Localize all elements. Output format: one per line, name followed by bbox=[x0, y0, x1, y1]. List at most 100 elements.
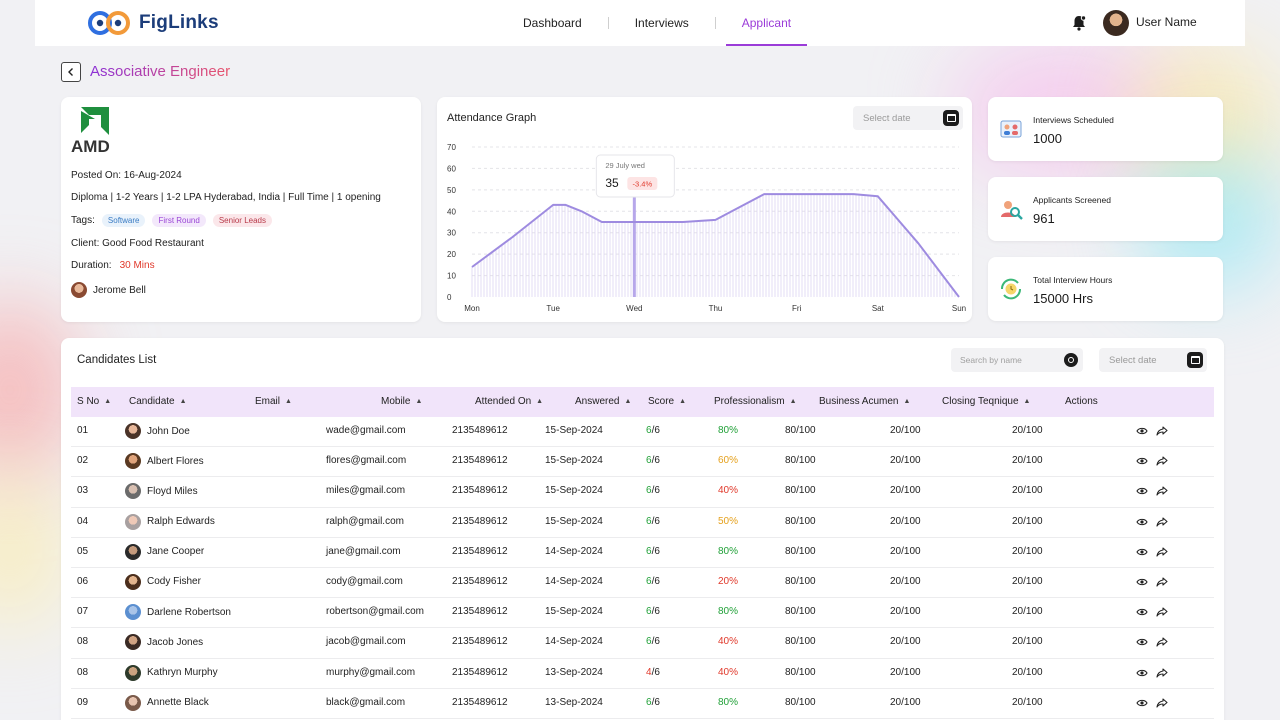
share-icon[interactable] bbox=[1156, 636, 1168, 648]
calendar-icon[interactable] bbox=[943, 110, 959, 126]
eye-icon[interactable] bbox=[1136, 667, 1148, 679]
cell-candidate[interactable]: Floyd Miles bbox=[125, 483, 198, 500]
table-row[interactable]: 03 Floyd Miles miles@gmail.com 2135489612 15… bbox=[71, 477, 1214, 508]
cell-candidate[interactable]: Jane Cooper bbox=[125, 543, 204, 560]
col-score[interactable]: Score ▲︎ bbox=[648, 396, 687, 407]
col-closing-teqnique[interactable]: Closing Teqnique ▲︎ bbox=[942, 396, 1031, 407]
tooltip-value: 35 bbox=[605, 176, 619, 190]
share-icon[interactable] bbox=[1156, 667, 1168, 679]
cell-professionalism: 80/100 bbox=[785, 545, 816, 557]
col-professionalism[interactable]: Professionalism ▲︎ bbox=[714, 396, 797, 407]
col-business-acumen[interactable]: Business Acumen ▲︎ bbox=[819, 396, 911, 407]
nav-interviews[interactable]: Interviews bbox=[634, 16, 689, 30]
share-icon[interactable] bbox=[1156, 697, 1168, 709]
calendar-people-icon bbox=[1000, 120, 1022, 138]
cell-sno: 01 bbox=[77, 425, 89, 436]
table-row[interactable]: 02 Albert Flores flores@gmail.com 213548961… bbox=[71, 447, 1214, 478]
cell-mobile: 2135489612 bbox=[452, 515, 508, 527]
col-mobile[interactable]: Mobile ▲︎ bbox=[381, 396, 423, 407]
share-icon[interactable] bbox=[1156, 485, 1168, 497]
answered-total: /6 bbox=[651, 425, 660, 436]
eye-icon[interactable] bbox=[1136, 485, 1148, 497]
share-icon[interactable] bbox=[1156, 455, 1168, 467]
cell-candidate[interactable]: Ralph Edwards bbox=[125, 513, 215, 530]
stat-applicants-screened: Applicants Screened 961 bbox=[988, 177, 1223, 241]
cell-candidate[interactable]: Kathryn Murphy bbox=[125, 664, 218, 681]
calendar-icon[interactable] bbox=[1187, 352, 1203, 368]
cell-email: jacob@gmail.com bbox=[326, 636, 406, 648]
cell-sno: 04 bbox=[77, 515, 89, 527]
table-row[interactable]: 05 Jane Cooper jane@gmail.com 2135489612 14-… bbox=[71, 538, 1214, 568]
cell-answered: 6/6 bbox=[646, 606, 660, 617]
eye-icon[interactable] bbox=[1136, 576, 1148, 588]
table-row[interactable]: 01 John Doe wade@gmail.com 2135489612 15-Sep… bbox=[71, 417, 1214, 448]
cell-actions bbox=[1136, 576, 1168, 588]
cell-candidate[interactable]: Albert Flores bbox=[125, 453, 204, 470]
col-email[interactable]: Email ▲︎ bbox=[255, 396, 292, 407]
answered-total: /6 bbox=[651, 575, 660, 587]
top-header: FigLinks Dashboard Interviews Applicant … bbox=[35, 0, 1245, 46]
answered-count: 6 bbox=[646, 455, 652, 467]
table-row[interactable]: 04 Ralph Edwards ralph@gmail.com 2135489612… bbox=[71, 508, 1214, 538]
search-input[interactable]: Search by name bbox=[951, 348, 1083, 372]
candidate-name: Darlene Robertson bbox=[147, 606, 231, 618]
table-row[interactable]: 09 Annette Black black@gmail.com 2135489612… bbox=[71, 689, 1214, 719]
eye-icon[interactable] bbox=[1136, 516, 1148, 528]
y-tick-label: 10 bbox=[447, 272, 456, 281]
job-owner[interactable]: Jerome Bell bbox=[71, 282, 411, 298]
brand-logo[interactable]: FigLinks bbox=[85, 9, 219, 37]
table-row[interactable]: 07 Darlene Robertson robertson@gmail.com 21… bbox=[71, 598, 1214, 629]
tag-senior-leads[interactable]: Senior Leads bbox=[212, 214, 272, 227]
search-icon[interactable] bbox=[1064, 353, 1078, 367]
col-candidate[interactable]: Candidate ▲︎ bbox=[129, 396, 187, 407]
user-avatar[interactable] bbox=[1103, 10, 1129, 36]
cell-candidate[interactable]: Cody Fisher bbox=[125, 573, 201, 590]
table-row[interactable]: 08 Kathryn Murphy murphy@gmail.com 21354896… bbox=[71, 659, 1214, 689]
table-row[interactable]: 08 Jacob Jones jacob@gmail.com 2135489612 14… bbox=[71, 628, 1214, 659]
nav-applicant[interactable]: Applicant bbox=[716, 0, 817, 46]
candidate-avatar bbox=[125, 573, 141, 590]
share-icon[interactable] bbox=[1156, 606, 1168, 618]
bell-icon[interactable] bbox=[1070, 14, 1088, 32]
cell-candidate[interactable]: Jacob Jones bbox=[125, 634, 203, 651]
cell-actions bbox=[1136, 485, 1168, 497]
answered-count: 6 bbox=[646, 636, 652, 648]
cell-professionalism: 80/100 bbox=[785, 425, 816, 436]
eye-icon[interactable] bbox=[1136, 606, 1148, 618]
attendance-chart: 0 10 20 30 40 50 60 70 Mon Tue Wed Thu Fri Sat Sun 29 J… bbox=[447, 143, 966, 313]
cell-candidate[interactable]: Annette Black bbox=[125, 694, 209, 711]
cell-attended-on: 14-Sep-2024 bbox=[545, 636, 603, 648]
col-answered[interactable]: Answered ▲︎ bbox=[575, 396, 632, 407]
table-row[interactable]: 06 Cody Fisher cody@gmail.com 2135489612 14-… bbox=[71, 568, 1214, 599]
candidates-date-select[interactable]: Select date bbox=[1099, 348, 1207, 372]
share-icon[interactable] bbox=[1156, 546, 1168, 558]
clock-cycle-icon bbox=[1000, 278, 1022, 300]
col-sno[interactable]: S No ▲︎ bbox=[77, 396, 112, 407]
y-tick-label: 60 bbox=[447, 164, 456, 173]
cell-closing-teqnique: 20/100 bbox=[1012, 575, 1043, 587]
tag-first-round[interactable]: First Round bbox=[152, 214, 206, 227]
cell-candidate[interactable]: Darlene Robertson bbox=[125, 604, 231, 621]
cell-mobile: 2135489612 bbox=[452, 425, 508, 436]
answered-count: 6 bbox=[646, 515, 652, 527]
answered-count: 6 bbox=[646, 606, 652, 618]
graph-date-select[interactable]: Select date bbox=[853, 106, 963, 130]
col-attended-on[interactable]: Attended On ▲︎ bbox=[475, 396, 544, 407]
eye-icon[interactable] bbox=[1136, 455, 1148, 467]
user-name[interactable]: User Name bbox=[1136, 15, 1197, 29]
sort-icon: ▲︎ bbox=[536, 398, 544, 405]
back-button[interactable] bbox=[61, 62, 81, 82]
cell-closing-teqnique: 20/100 bbox=[1012, 425, 1043, 436]
share-icon[interactable] bbox=[1156, 425, 1168, 437]
cell-business-acumen: 20/100 bbox=[890, 485, 921, 497]
eye-icon[interactable] bbox=[1136, 697, 1148, 709]
tag-software[interactable]: Software bbox=[101, 214, 146, 227]
eye-icon[interactable] bbox=[1136, 425, 1148, 437]
nav-dashboard[interactable]: Dashboard bbox=[523, 16, 582, 30]
eye-icon[interactable] bbox=[1136, 636, 1148, 648]
eye-icon[interactable] bbox=[1136, 546, 1148, 558]
sort-icon: ▲︎ bbox=[1023, 398, 1031, 405]
share-icon[interactable] bbox=[1156, 576, 1168, 588]
share-icon[interactable] bbox=[1156, 516, 1168, 528]
cell-candidate[interactable]: John Doe bbox=[125, 423, 190, 439]
